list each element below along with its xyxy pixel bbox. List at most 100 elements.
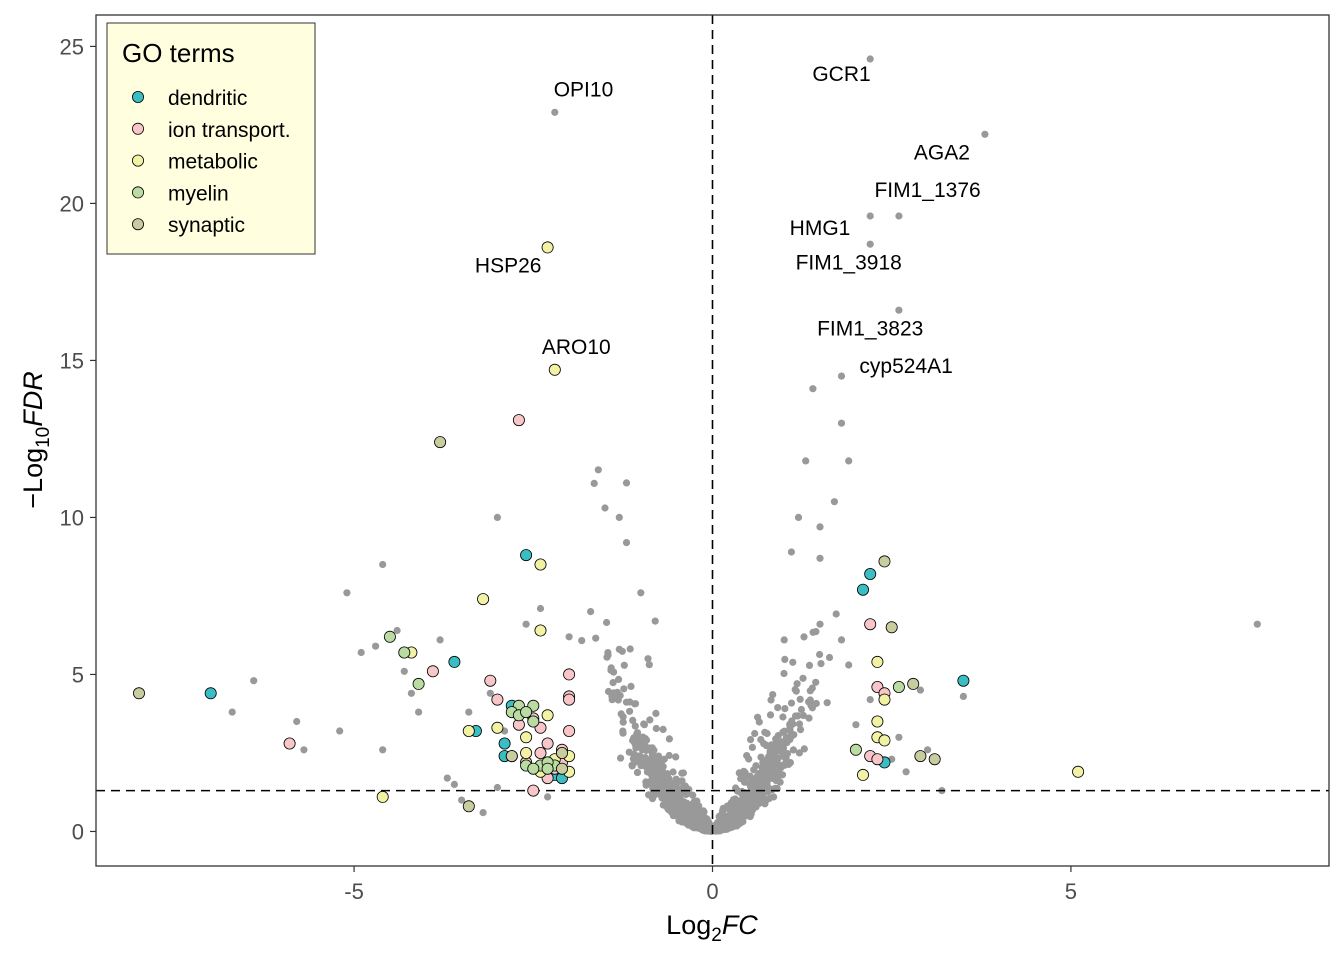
background-point — [812, 628, 820, 636]
background-point — [774, 747, 783, 755]
background-point — [479, 809, 487, 817]
background-point — [631, 700, 640, 708]
background-point — [642, 781, 650, 789]
background-point — [672, 793, 680, 801]
background-point — [780, 636, 788, 644]
background-point — [617, 710, 625, 718]
gene-label: HSP26 — [475, 255, 542, 278]
gene-label: AGA2 — [914, 142, 970, 165]
background-point — [650, 775, 658, 784]
background-point — [832, 610, 840, 618]
dendritic-point — [864, 568, 877, 581]
synaptic-point — [885, 621, 898, 634]
background-point — [775, 767, 783, 775]
background-point — [830, 498, 839, 506]
background-point — [787, 731, 795, 739]
background-point — [565, 633, 573, 641]
background-point — [752, 800, 760, 809]
background-point — [895, 212, 903, 220]
x-axis-title-base: Log — [666, 910, 711, 940]
background-point — [757, 736, 765, 744]
background-point — [667, 783, 675, 792]
background-point — [619, 718, 627, 726]
background-point — [808, 684, 816, 692]
background-point — [837, 372, 846, 380]
x-tick-label: 5 — [1065, 879, 1077, 904]
background-point — [443, 774, 451, 782]
background-point — [603, 618, 611, 627]
background-point — [866, 212, 874, 220]
background-point — [695, 818, 704, 826]
background-point — [729, 804, 737, 812]
background-point — [620, 685, 628, 693]
y-axis-title-prefix: − — [18, 493, 48, 509]
background-point — [767, 771, 776, 779]
background-point — [379, 560, 387, 569]
background-point — [748, 792, 756, 800]
background-point — [755, 769, 764, 777]
legend-items: dendritic ion transport. metabolic myelin sy… — [131, 87, 291, 237]
background-point — [817, 660, 825, 668]
synaptic-point — [907, 677, 920, 690]
legend-label: ion transport. — [168, 119, 291, 142]
background-point — [719, 821, 727, 829]
y-tick-label: 25 — [60, 34, 84, 59]
y-tick-label: 10 — [60, 505, 84, 530]
background-point — [731, 795, 739, 803]
background-point — [250, 677, 258, 685]
background-point — [866, 55, 874, 63]
x-axis: -5 0 5 — [344, 866, 1077, 904]
background-point — [748, 743, 757, 752]
ion-transport-point — [283, 737, 296, 750]
reference-lines — [96, 15, 1329, 866]
background-point — [655, 782, 663, 790]
background-point — [779, 713, 787, 721]
gene-label: FIM1_3823 — [817, 317, 923, 340]
dendritic-point — [857, 583, 870, 596]
background-point — [762, 741, 770, 749]
myelin-point — [520, 706, 533, 719]
background-point — [617, 754, 625, 762]
background-point — [816, 620, 824, 628]
y-tick-label: 15 — [60, 348, 84, 373]
background-point — [587, 608, 595, 616]
dendritic-point — [448, 655, 461, 668]
x-tick-label: 0 — [706, 879, 718, 904]
background-point — [800, 633, 808, 641]
ion-transport-point — [512, 414, 525, 427]
metabolic-point — [1072, 765, 1085, 778]
ion-transport-point — [563, 668, 576, 681]
background-point — [866, 696, 874, 704]
background-point — [343, 589, 351, 597]
legend-label: myelin — [168, 182, 229, 205]
background-point — [741, 803, 749, 811]
gene-label: FIM1_3918 — [796, 251, 902, 274]
background-point — [666, 799, 674, 807]
background-point — [1253, 620, 1261, 628]
y-axis: 0 5 10 15 20 25 — [60, 34, 96, 844]
background-point — [619, 727, 627, 735]
background-point — [761, 728, 769, 736]
background-point — [787, 548, 796, 556]
background-point — [601, 504, 609, 512]
background-point — [770, 793, 778, 801]
metabolic-point — [462, 725, 475, 738]
background-point — [791, 712, 800, 720]
background-point — [799, 674, 807, 682]
background-point — [644, 655, 652, 663]
dendritic-point — [498, 737, 511, 750]
background-point — [916, 686, 925, 694]
ion-transport-point — [563, 693, 576, 706]
background-point — [629, 716, 637, 725]
background-point — [766, 748, 774, 757]
legend-key — [131, 218, 144, 231]
background-point — [796, 726, 805, 734]
background-point — [622, 698, 631, 706]
gene-label: OPI10 — [554, 79, 614, 102]
myelin-point — [541, 762, 554, 775]
background-point — [816, 523, 824, 531]
background-point — [590, 479, 598, 487]
background-point — [493, 513, 501, 522]
metabolic-point — [541, 241, 554, 254]
background-point — [652, 709, 660, 718]
